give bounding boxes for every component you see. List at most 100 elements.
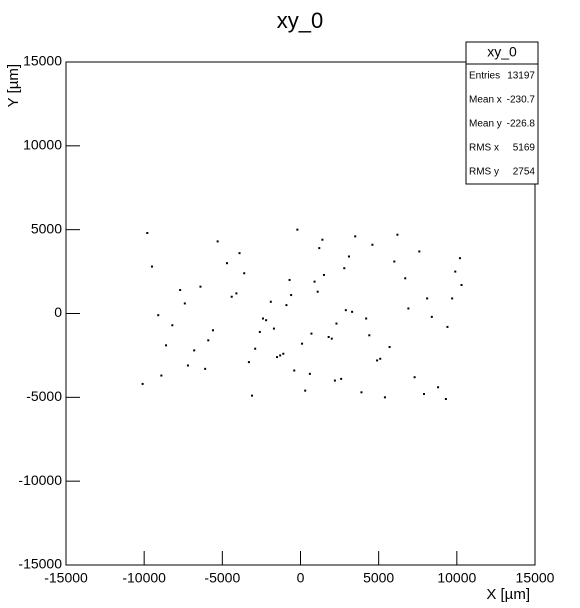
chart-title: xy_0	[277, 8, 323, 33]
x-tick-label: -10000	[122, 570, 166, 586]
point	[235, 292, 238, 295]
stats-value: 5169	[513, 143, 536, 154]
point	[371, 243, 374, 246]
stats-value: 13197	[507, 71, 535, 82]
point	[437, 386, 440, 389]
x-tick-label: 15000	[516, 570, 555, 586]
x-tick-label: 10000	[437, 570, 476, 586]
stats-box	[465, 41, 539, 185]
point	[396, 233, 399, 236]
point	[285, 304, 288, 307]
point	[276, 356, 279, 359]
stats-value: -230.7	[507, 95, 536, 106]
y-tick-label: -5000	[26, 388, 62, 404]
point	[308, 372, 311, 375]
point	[379, 357, 382, 360]
point	[254, 347, 257, 350]
point	[327, 335, 330, 338]
point	[204, 367, 207, 370]
point	[451, 297, 454, 300]
point	[150, 265, 153, 268]
point	[407, 307, 410, 310]
point	[454, 270, 457, 273]
point	[351, 310, 354, 313]
point	[304, 389, 307, 392]
point	[230, 295, 233, 298]
point	[279, 354, 282, 357]
point	[211, 329, 214, 332]
x-tick-label: -5000	[204, 570, 240, 586]
point	[265, 319, 268, 322]
point	[171, 324, 174, 327]
point	[388, 346, 391, 349]
y-tick-label: 0	[54, 304, 62, 320]
point	[146, 232, 149, 235]
point	[160, 374, 163, 377]
point	[216, 240, 219, 243]
point	[207, 339, 210, 342]
point	[444, 398, 447, 401]
point	[258, 330, 261, 333]
point	[354, 235, 357, 238]
point	[183, 302, 186, 305]
stats-value: 2754	[513, 167, 536, 178]
point	[310, 332, 313, 335]
point	[199, 285, 202, 288]
point	[423, 392, 426, 395]
point	[360, 391, 363, 394]
point	[413, 376, 416, 379]
stats-label: Entries	[469, 71, 500, 82]
point	[251, 394, 254, 397]
point	[330, 337, 333, 340]
point	[430, 315, 433, 318]
point	[243, 272, 246, 275]
point	[193, 349, 196, 352]
point	[322, 273, 325, 276]
x-tick-label: 0	[297, 570, 305, 586]
y-tick-label: 10000	[23, 137, 62, 153]
point	[165, 344, 168, 347]
stats-label: RMS x	[469, 143, 499, 154]
x-tick-label: -15000	[44, 570, 88, 586]
y-tick-label: -15000	[18, 556, 62, 572]
point	[296, 228, 299, 231]
point	[179, 289, 182, 292]
point	[365, 317, 368, 320]
x-tick-label: 5000	[363, 570, 394, 586]
point	[347, 255, 350, 258]
point	[288, 278, 291, 281]
point	[272, 327, 275, 330]
point	[318, 247, 321, 250]
point	[340, 377, 343, 380]
point	[343, 267, 346, 270]
point	[282, 352, 285, 355]
point	[301, 342, 304, 345]
point	[333, 379, 336, 382]
point	[393, 260, 396, 263]
point	[313, 280, 316, 283]
stats-title: xy_0	[487, 44, 517, 60]
point	[226, 262, 229, 265]
point	[293, 369, 296, 372]
point	[418, 250, 421, 253]
point	[321, 238, 324, 241]
point	[269, 300, 272, 303]
y-axis-label: Y [µm]	[5, 64, 22, 107]
point	[186, 364, 189, 367]
point	[290, 294, 293, 297]
point	[247, 361, 250, 364]
point	[238, 252, 241, 255]
point	[458, 257, 461, 260]
point	[335, 322, 338, 325]
point	[344, 309, 347, 312]
point	[261, 317, 264, 320]
stats-label: Mean x	[469, 95, 502, 106]
point	[157, 314, 160, 317]
point	[426, 297, 429, 300]
point	[368, 334, 371, 337]
point	[376, 359, 379, 362]
x-axis-label: X [µm]	[486, 586, 530, 603]
point	[404, 277, 407, 280]
point	[316, 290, 319, 293]
